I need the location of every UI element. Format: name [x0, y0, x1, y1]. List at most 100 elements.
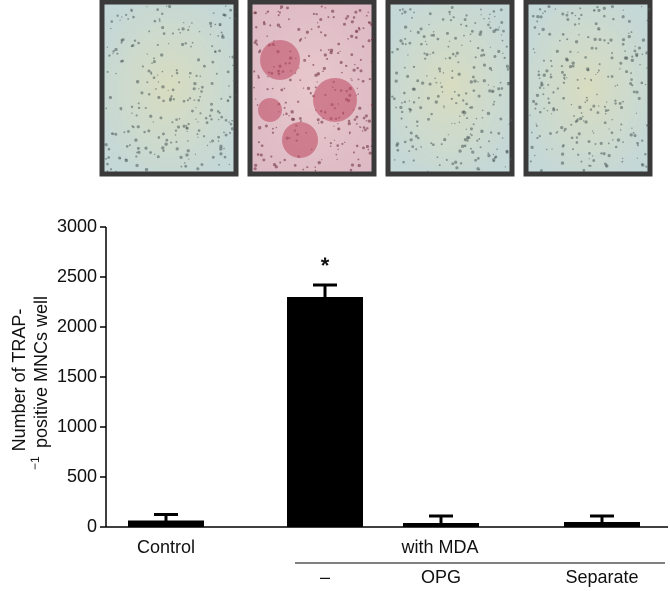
texture-dot	[211, 155, 215, 159]
texture-dot	[571, 61, 575, 65]
texture-dot	[182, 99, 186, 103]
texture-dot	[219, 147, 223, 151]
texture-dot	[547, 5, 551, 9]
texture-dot	[461, 110, 465, 114]
texture-dot	[165, 138, 169, 142]
texture-dot	[403, 100, 407, 104]
texture-dot	[490, 69, 493, 72]
texture-dot	[106, 170, 109, 172]
texture-dot	[345, 17, 348, 20]
texture-dot	[365, 119, 368, 122]
texture-dot	[355, 123, 358, 125]
texture-dot	[123, 131, 126, 134]
texture-dot	[494, 155, 498, 159]
texture-dot	[290, 117, 295, 121]
texture-dot	[185, 153, 189, 157]
texture-dot	[130, 8, 133, 12]
texture-dot	[300, 37, 303, 40]
texture-dot	[362, 126, 366, 129]
texture-dot	[584, 77, 586, 80]
texture-dot	[401, 8, 404, 11]
texture-dot	[451, 76, 454, 79]
texture-dot	[621, 157, 624, 160]
texture-dot	[422, 35, 426, 39]
texture-dot	[499, 8, 503, 12]
texture-dot	[487, 154, 491, 158]
texture-dot	[314, 86, 317, 89]
texture-dot	[218, 49, 221, 53]
texture-dot	[232, 79, 236, 82]
texture-dot	[581, 115, 584, 118]
texture-dot	[465, 128, 468, 130]
texture-dot	[279, 5, 284, 9]
texture-dot	[266, 10, 270, 13]
texture-dot	[110, 27, 112, 30]
y-label: Number of TRAP-	[9, 309, 29, 452]
texture-dot	[430, 34, 433, 37]
texture-dot	[140, 91, 144, 95]
texture-dot	[185, 125, 188, 127]
texture-dot	[359, 58, 362, 61]
texture-dot	[262, 158, 266, 162]
texture-dot	[493, 54, 497, 58]
texture-dot	[428, 82, 432, 86]
texture-dot	[184, 42, 187, 45]
texture-dot	[598, 105, 600, 107]
texture-dot	[210, 102, 213, 106]
texture-dot	[297, 100, 300, 103]
texture-dot	[364, 114, 368, 118]
texture-dot	[370, 103, 374, 107]
texture-dot	[317, 25, 320, 29]
texture-dot	[371, 139, 373, 142]
texture-dot	[333, 139, 336, 141]
texture-dot	[606, 101, 608, 103]
texture-dot	[223, 131, 225, 134]
texture-dot	[106, 70, 109, 73]
texture-dot	[543, 107, 545, 110]
texture-dot	[481, 109, 484, 112]
texture-dot	[149, 151, 152, 154]
texture-dot	[579, 116, 583, 121]
texture-dot	[171, 88, 175, 92]
texture-dot	[530, 131, 533, 134]
texture-dot	[108, 95, 113, 100]
texture-dot	[353, 118, 357, 121]
texture-dot	[220, 31, 223, 34]
texture-dot	[401, 42, 404, 45]
texture-dot	[151, 62, 153, 65]
texture-dot	[149, 114, 153, 118]
texture-dot	[396, 47, 399, 51]
texture-dot	[267, 76, 269, 78]
texture-dot	[542, 12, 544, 14]
texture-dot	[417, 96, 420, 99]
texture-dot	[618, 101, 622, 105]
texture-dot	[631, 84, 634, 87]
texture-dot	[603, 105, 607, 108]
texture-dot	[536, 136, 539, 140]
texture-dot	[607, 154, 611, 158]
texture-dot	[137, 150, 141, 154]
texture-dot	[462, 99, 465, 102]
texture-dot	[400, 117, 403, 120]
texture-dot	[636, 144, 639, 147]
texture-dot	[476, 139, 479, 142]
texture-dot	[144, 167, 149, 172]
texture-dot	[405, 126, 408, 129]
texture-dot	[447, 45, 450, 48]
texture-dot	[371, 60, 373, 63]
texture-dot	[502, 52, 504, 55]
texture-dot	[451, 52, 455, 56]
texture-dot	[153, 57, 156, 60]
texture-dot	[445, 158, 448, 161]
texture-dot	[228, 95, 232, 99]
texture-dot	[480, 14, 482, 16]
texture-dot	[565, 58, 569, 62]
texture-dot	[200, 90, 203, 93]
texture-dot	[266, 35, 269, 38]
texture-dot	[219, 144, 223, 148]
texture-dot	[505, 64, 510, 68]
texture-dot	[497, 28, 500, 31]
texture-dot	[398, 9, 402, 12]
texture-dot	[329, 145, 332, 148]
texture-dot	[635, 112, 638, 114]
